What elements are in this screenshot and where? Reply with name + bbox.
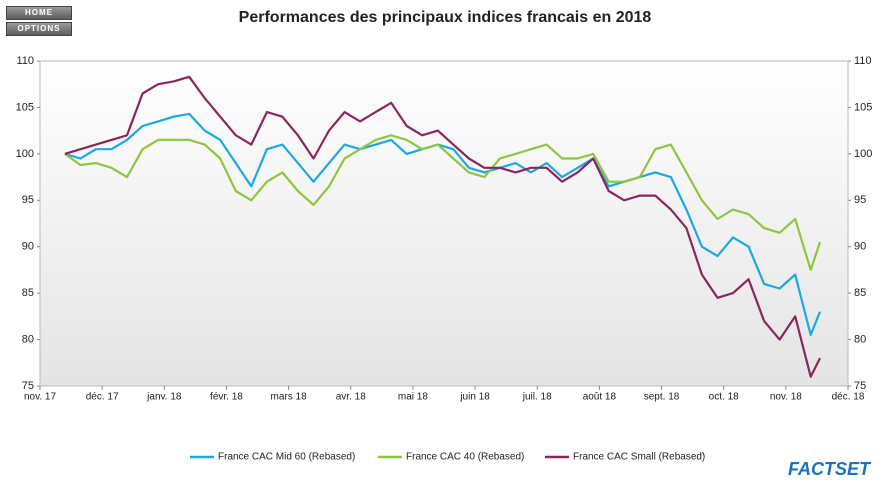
x-tick-label: déc. 18	[832, 392, 865, 403]
y-tick-label: 85	[22, 287, 34, 299]
y2-tick-label: 85	[854, 287, 866, 299]
x-tick-label: mai 18	[398, 392, 428, 403]
y-tick-label: 90	[22, 241, 34, 253]
y-tick-label: 110	[16, 55, 34, 67]
y-tick-label: 100	[16, 148, 34, 160]
x-tick-label: mars 18	[271, 392, 308, 403]
options-button[interactable]: OPTIONS	[6, 22, 72, 36]
x-tick-label: déc. 17	[86, 392, 119, 403]
y-tick-label: 95	[22, 194, 34, 206]
x-tick-label: août 18	[583, 392, 617, 403]
x-tick-label: avr. 18	[336, 392, 366, 403]
y2-tick-label: 80	[854, 333, 866, 345]
x-tick-label: févr. 18	[210, 392, 243, 403]
series-line	[64, 112, 822, 336]
x-tick-label: sept. 18	[644, 392, 680, 403]
y-tick-label: 80	[22, 333, 34, 345]
y2-tick-label: 100	[854, 148, 872, 160]
x-tick-label: oct. 18	[709, 392, 739, 403]
x-tick-label: nov. 18	[770, 392, 802, 403]
y2-tick-label: 75	[854, 380, 866, 392]
series-line	[64, 134, 822, 271]
plot-area	[39, 60, 849, 387]
x-tick-label: juil. 18	[522, 392, 552, 403]
y-tick-label: 105	[16, 101, 34, 113]
x-tick-label: janv. 18	[146, 392, 182, 403]
legend-label: France CAC Small (Rebased)	[573, 452, 705, 463]
y2-tick-label: 90	[854, 241, 866, 253]
y2-tick-label: 95	[854, 194, 866, 206]
legend-label: France CAC Mid 60 (Rebased)	[218, 452, 355, 463]
x-tick-label: juin 18	[459, 392, 490, 403]
x-tick-label: nov. 17	[24, 392, 56, 403]
y-tick-label: 75	[22, 380, 34, 392]
series-line	[64, 75, 821, 378]
y2-tick-label: 110	[854, 55, 872, 67]
logo: FACTSET	[788, 459, 872, 479]
y2-tick-label: 105	[854, 101, 872, 113]
home-button[interactable]: HOME	[6, 6, 72, 20]
chart-title: Performances des principaux indices fran…	[239, 9, 652, 26]
legend-label: France CAC 40 (Rebased)	[406, 452, 524, 463]
